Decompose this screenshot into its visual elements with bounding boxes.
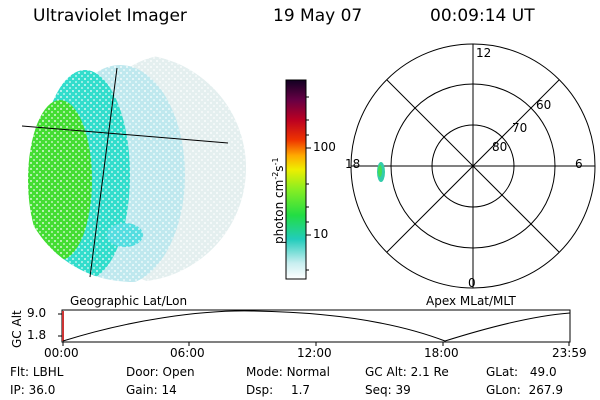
left-panel-caption: Geographic Lat/Lon <box>70 294 188 308</box>
status-filter: Flt: LBHL <box>10 365 63 379</box>
status-gain-label: Gain: <box>126 383 158 397</box>
colorbar-unit-label: photon cm-2s-1 <box>271 157 286 244</box>
status-seq: Seq: 39 <box>365 383 411 397</box>
colorbar <box>285 79 307 280</box>
altitude-plot-frame <box>61 309 571 343</box>
colorbar-tick-10: 10 <box>313 227 329 241</box>
status-dsp: Dsp: 1.7 <box>246 383 310 397</box>
status-seq-label: Seq: <box>365 383 392 397</box>
xtick-1200: 12:00 <box>297 346 332 360</box>
altitude-ytick-low: 1.8 <box>27 328 47 342</box>
status-gain-value: 14 <box>161 383 177 397</box>
lat-label-60: 60 <box>536 98 552 112</box>
status-gain: Gain: 14 <box>126 383 177 397</box>
status-filter-value: LBHL <box>32 365 64 379</box>
xtick-2359: 23:59 <box>552 346 587 360</box>
geo-grid-lines <box>21 67 229 278</box>
instrument-title: Ultraviolet Imager <box>33 6 187 26</box>
status-glon-value: 267.9 <box>528 383 563 397</box>
xtick-1800: 18:00 <box>424 346 459 360</box>
mlt-label-6: 6 <box>575 157 583 171</box>
status-door-value: Open <box>162 365 195 379</box>
date-label: 19 May 07 <box>273 6 363 26</box>
status-filter-label: Flt: <box>10 365 29 379</box>
colorbar-unit-exp2: -1 <box>271 157 280 166</box>
geographic-image <box>18 54 246 282</box>
colorbar-ticks <box>306 96 311 271</box>
polar-plot <box>350 43 596 289</box>
polar-emission-core <box>378 165 382 177</box>
status-mode-label: Mode: <box>246 365 283 379</box>
status-door-label: Door: <box>126 365 159 379</box>
xtick-0000: 00:00 <box>44 346 79 360</box>
altitude-curve <box>62 310 571 342</box>
status-glon: GLon: 267.9 <box>486 383 563 397</box>
status-glat-label: GLat: <box>486 365 519 379</box>
status-dsp-label: Dsp: <box>246 383 274 397</box>
mlt-label-12: 12 <box>476 46 492 60</box>
colorbar-unit-base: photon cm <box>272 179 286 244</box>
status-seq-value: 39 <box>395 383 411 397</box>
status-gcalt-label: GC Alt: <box>365 365 407 379</box>
colorbar-unit-s: s <box>272 165 286 172</box>
status-gcalt-value: 2.1 Re <box>410 365 449 379</box>
status-mode-value: Normal <box>286 365 330 379</box>
xtick-0600: 06:00 <box>170 346 205 360</box>
status-door: Door: Open <box>126 365 195 379</box>
lat-label-70: 70 <box>512 121 528 135</box>
colorbar-tick-100: 100 <box>313 140 336 154</box>
time-label: 00:09:14 UT <box>430 6 535 26</box>
altitude-ylabel: GC Alt <box>10 310 24 348</box>
mlt-label-0: 0 <box>468 276 476 290</box>
altitude-x-ticks <box>58 313 570 346</box>
status-dsp-value: 1.7 <box>290 383 311 397</box>
lat-label-80: 80 <box>492 140 508 154</box>
status-ip: IP: 36.0 <box>10 383 55 397</box>
right-panel-caption: Apex MLat/MLT <box>426 294 516 308</box>
status-mode: Mode: Normal <box>246 365 330 379</box>
status-glat: GLat: 49.0 <box>486 365 557 379</box>
mlt-label-18: 18 <box>345 157 361 171</box>
status-ip-value: 36.0 <box>28 383 56 397</box>
colorbar-unit-exp1: -2 <box>271 171 280 180</box>
altitude-ytick-high: 9.0 <box>27 306 47 320</box>
status-glon-label: GLon: <box>486 383 521 397</box>
status-ip-label: IP: <box>10 383 25 397</box>
status-glat-value: 49.0 <box>529 365 557 379</box>
status-gcalt: GC Alt: 2.1 Re <box>365 365 449 379</box>
